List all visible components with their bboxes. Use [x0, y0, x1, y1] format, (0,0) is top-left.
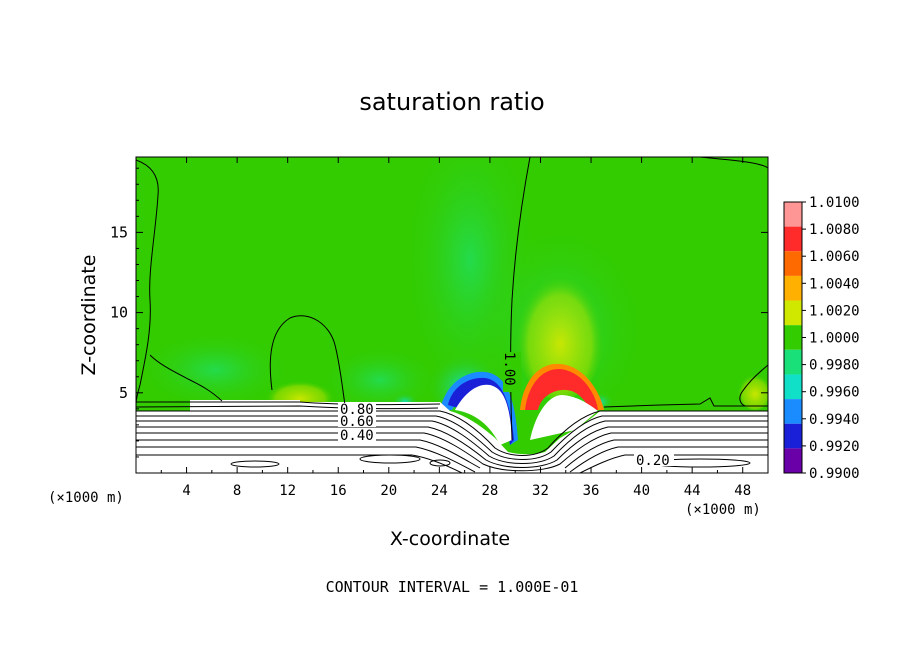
colorbar-swatch	[784, 226, 802, 252]
field-yellow-edge	[737, 370, 768, 410]
contour-line	[603, 397, 768, 408]
contour-line	[136, 432, 768, 472]
x-tick-label: 44	[684, 483, 701, 499]
x-tick-label: 24	[431, 483, 448, 499]
y-tick-label: 15	[110, 223, 128, 241]
contour-line	[136, 439, 768, 469]
contour-sat-loop	[269, 315, 346, 406]
colorbar-label: 1.0040	[809, 276, 860, 292]
contour-labels: 1.00 0.80 0.60 0.40 0.20	[338, 352, 674, 469]
colorbar-label: 0.9900	[809, 466, 860, 482]
colorbar-swatch	[784, 325, 802, 350]
colorbar-label: 0.9980	[809, 358, 860, 374]
terrain-mask-left-bump	[455, 384, 512, 445]
contour-label-bg	[338, 428, 376, 441]
contour-sat-right	[739, 364, 768, 407]
colorbar-label: 0.9920	[809, 439, 860, 455]
contour-sat-left	[136, 159, 159, 406]
y-tick-label: 5	[119, 384, 128, 402]
plot-frame	[135, 156, 769, 474]
colorbar-label: 1.0100	[809, 195, 860, 211]
contour-loop	[429, 459, 451, 467]
contour-label-0.60: 0.60	[340, 414, 374, 430]
colorbar-label: 0.9960	[809, 385, 860, 401]
x-tick-label: 48	[734, 483, 751, 499]
x-tick-label: 20	[380, 483, 397, 499]
x-tick-label: 8	[233, 483, 241, 499]
colorbar-label: 1.0060	[809, 249, 860, 265]
colorbar-swatch	[784, 202, 802, 227]
x-tick-label: 32	[532, 483, 549, 499]
heatmap-field: 1.00 0.80 0.60 0.40 0.20	[136, 157, 768, 473]
field-orange-arc	[520, 363, 604, 410]
x-tick-label: 40	[633, 483, 650, 499]
colorbar-swatch	[784, 399, 802, 424]
contour-interval-note: CONTOUR INTERVAL = 1.000E-01	[325, 578, 579, 596]
colorbar-label: 1.0020	[809, 303, 860, 319]
contour-label-bg	[503, 352, 521, 392]
colorbar-swatch	[784, 448, 802, 473]
chart-title: saturation ratio	[359, 88, 545, 116]
colorbar: 1.0100 1.0080 1.0060 1.0040 1.0020 1.0000 0.99…	[783, 195, 860, 482]
colorbar-swatch	[784, 349, 802, 375]
contour-sat-top-right	[699, 157, 768, 169]
field-red-arc	[525, 368, 598, 410]
contour-line	[136, 446, 768, 473]
contour-line	[136, 426, 768, 468]
contour-loop	[359, 454, 421, 464]
colorbar-swatch	[784, 251, 802, 276]
contour-label-bg	[634, 452, 674, 466]
x-tick-label: 12	[279, 483, 296, 499]
contour-label-1.00: 1.00	[501, 352, 517, 386]
contour-line	[136, 415, 768, 460]
contour-lines	[136, 157, 768, 473]
contour-loop	[230, 460, 280, 468]
contour-label-0.20: 0.20	[636, 453, 670, 469]
x-tick-label: 28	[481, 483, 498, 499]
y-tick-label: 10	[110, 304, 128, 322]
contour-label-bg	[338, 403, 376, 415]
x-tick-label: 16	[330, 483, 347, 499]
colorbar-label: 1.0080	[809, 222, 860, 238]
x-tick-label: 36	[583, 483, 600, 499]
x-axis-label: X-coordinate	[389, 528, 511, 550]
contour-sat-left-lower	[149, 354, 223, 402]
colorbar-swatch	[784, 374, 802, 400]
contour-line	[136, 454, 768, 473]
contour-label-0.80: 0.80	[340, 402, 374, 418]
contour-label-0.40: 0.40	[340, 428, 374, 444]
colorbar-label: 1.0000	[809, 331, 860, 347]
x-tick-label: 4	[182, 483, 190, 499]
x-unit-right: (×1000 m)	[685, 502, 761, 518]
colorbar-swatch	[784, 300, 802, 326]
contour-line	[136, 420, 768, 464]
field-low-left	[136, 330, 295, 410]
colorbar-swatch	[784, 423, 802, 449]
contour-line	[136, 410, 768, 456]
field-yellow-right	[515, 260, 605, 400]
colorbar-label: 0.9940	[809, 412, 860, 428]
x-unit-left: (×1000 m)	[48, 490, 124, 506]
colorbar-swatch	[784, 275, 802, 301]
terrain-mask-right-bump	[530, 395, 598, 440]
contour-label-bg	[338, 415, 376, 427]
